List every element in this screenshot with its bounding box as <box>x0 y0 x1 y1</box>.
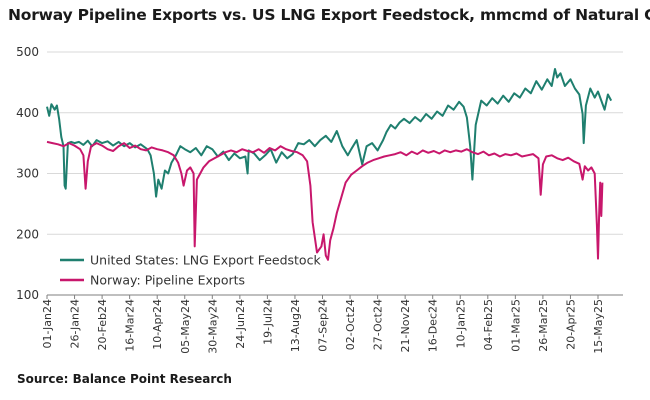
legend-item: United States: LNG Export Feedstock <box>60 253 321 268</box>
x-tick-label: 15-May25 <box>592 299 605 354</box>
x-tick-label: 10-Apr24 <box>151 299 164 350</box>
legend-label: Norway: Pipeline Exports <box>90 273 245 288</box>
y-tick-label: 500 <box>16 45 39 59</box>
x-axis: 01-Jan24 26-Jan24 20-Feb24 16-Mar24 10-Apr24… <box>41 294 623 354</box>
x-tick-label: 02-Oct24 <box>344 299 357 350</box>
legend: United States: LNG Export Feedstock Norwa… <box>60 253 321 288</box>
source-note: Source: Balance Point Research <box>17 372 232 386</box>
y-tick-label: 200 <box>16 227 39 241</box>
x-tick-label: 27-Oct24 <box>372 299 385 350</box>
series-lines <box>46 68 613 261</box>
x-tick-label: 16-Dec24 <box>427 299 440 352</box>
x-tick-label: 01-Mar25 <box>509 299 522 352</box>
chart-title: Norway Pipeline Exports vs. US LNG Expor… <box>8 6 650 24</box>
x-tick-label: 01-Jan24 <box>41 299 54 349</box>
x-tick-label: 16-Mar24 <box>124 299 137 352</box>
x-tick-label: 19-Jul24 <box>261 299 274 345</box>
x-tick-label: 05-May24 <box>179 299 192 354</box>
x-tick-label: 30-May24 <box>206 299 219 354</box>
norway-pipeline-exports-line <box>46 140 604 261</box>
y-tick-label: 100 <box>16 288 39 302</box>
x-tick-label: 21-Nov24 <box>399 299 412 352</box>
x-tick-label: 13-Aug24 <box>289 299 302 352</box>
x-tick-label: 26-Mar25 <box>537 299 550 352</box>
y-axis: 100 200 300 400 500 <box>16 45 39 302</box>
x-tick-label: 10-Jan25 <box>454 299 467 349</box>
x-tick-label: 24-Jun24 <box>234 299 247 349</box>
x-tick-label: 20-Apr25 <box>564 299 577 350</box>
x-tick-label: 26-Jan24 <box>69 299 82 349</box>
legend-item: Norway: Pipeline Exports <box>60 273 245 288</box>
us-lng-feedstock-line <box>46 68 613 198</box>
y-tick-label: 400 <box>16 106 39 120</box>
x-tick-label: 07-Sep24 <box>317 299 330 352</box>
gridlines <box>47 51 623 235</box>
x-tick-label: 20-Feb24 <box>96 299 109 350</box>
x-tick-label: 04-Feb25 <box>482 299 495 350</box>
legend-label: United States: LNG Export Feedstock <box>90 253 321 268</box>
y-tick-label: 300 <box>16 167 39 181</box>
